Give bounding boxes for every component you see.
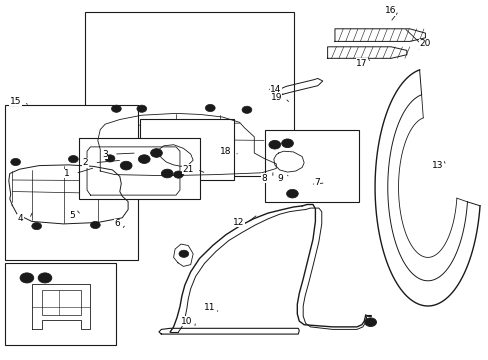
Text: 8: 8	[261, 174, 266, 183]
Circle shape	[120, 161, 132, 170]
Circle shape	[32, 222, 41, 230]
Circle shape	[71, 158, 75, 161]
Text: 20: 20	[419, 40, 430, 49]
Bar	[85, 12, 294, 176]
Circle shape	[364, 318, 376, 327]
Text: 10: 10	[181, 317, 192, 325]
Bar	[140, 119, 233, 180]
Circle shape	[208, 107, 212, 109]
Text: 12: 12	[232, 218, 244, 227]
Text: 15: 15	[10, 97, 21, 106]
Circle shape	[20, 273, 34, 283]
Circle shape	[268, 140, 280, 149]
Text: 17: 17	[355, 58, 367, 68]
Circle shape	[285, 141, 289, 145]
Text: 13: 13	[431, 161, 443, 170]
Circle shape	[111, 105, 121, 112]
Circle shape	[281, 139, 293, 148]
Circle shape	[38, 273, 52, 283]
Text: 6: 6	[114, 219, 120, 228]
Circle shape	[123, 164, 128, 167]
Text: 7: 7	[313, 178, 319, 187]
Circle shape	[138, 155, 150, 163]
Circle shape	[289, 192, 294, 195]
Bar	[79, 138, 200, 199]
Circle shape	[24, 276, 30, 280]
Circle shape	[182, 252, 185, 255]
Circle shape	[11, 158, 20, 166]
Text: 4: 4	[18, 214, 23, 223]
Circle shape	[114, 107, 118, 110]
Bar	[264, 130, 358, 202]
Text: 9: 9	[277, 174, 283, 183]
Circle shape	[105, 155, 115, 162]
Bar	[41, 290, 81, 315]
Circle shape	[179, 250, 188, 257]
Text: 18: 18	[220, 148, 231, 156]
Text: 1: 1	[63, 169, 69, 178]
Circle shape	[14, 161, 18, 163]
Circle shape	[242, 106, 251, 113]
Circle shape	[150, 149, 162, 157]
Bar	[5, 105, 138, 260]
Circle shape	[161, 169, 173, 178]
Circle shape	[140, 107, 143, 110]
Text: 14: 14	[269, 85, 281, 94]
Circle shape	[173, 171, 183, 178]
Circle shape	[90, 221, 100, 229]
Text: 2: 2	[82, 158, 88, 167]
Circle shape	[164, 172, 169, 175]
Text: 3: 3	[102, 150, 108, 158]
Circle shape	[154, 151, 159, 155]
Circle shape	[244, 108, 248, 111]
Circle shape	[68, 156, 78, 163]
Text: 21: 21	[182, 165, 194, 174]
Text: 19: 19	[270, 94, 282, 102]
Circle shape	[142, 157, 146, 161]
Circle shape	[42, 276, 48, 280]
Text: 11: 11	[203, 303, 215, 312]
Circle shape	[35, 225, 39, 228]
Circle shape	[137, 105, 146, 112]
Circle shape	[272, 143, 277, 147]
Circle shape	[286, 189, 298, 198]
Circle shape	[367, 320, 372, 324]
Text: 5: 5	[69, 211, 75, 220]
Circle shape	[108, 157, 112, 160]
Circle shape	[205, 104, 215, 112]
Text: 16: 16	[384, 6, 395, 15]
Bar	[5, 263, 116, 345]
Circle shape	[93, 224, 97, 226]
